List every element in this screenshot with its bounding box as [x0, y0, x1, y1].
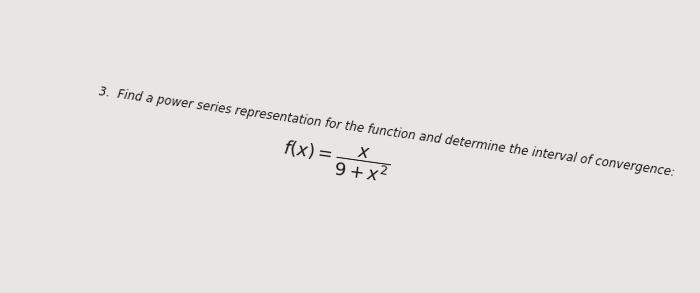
Text: $f(x) = \dfrac{x}{9+x^2}$: $f(x) = \dfrac{x}{9+x^2}$ — [280, 135, 393, 185]
Text: 3.  Find a power series representation for the function and determine the interv: 3. Find a power series representation fo… — [98, 86, 676, 179]
